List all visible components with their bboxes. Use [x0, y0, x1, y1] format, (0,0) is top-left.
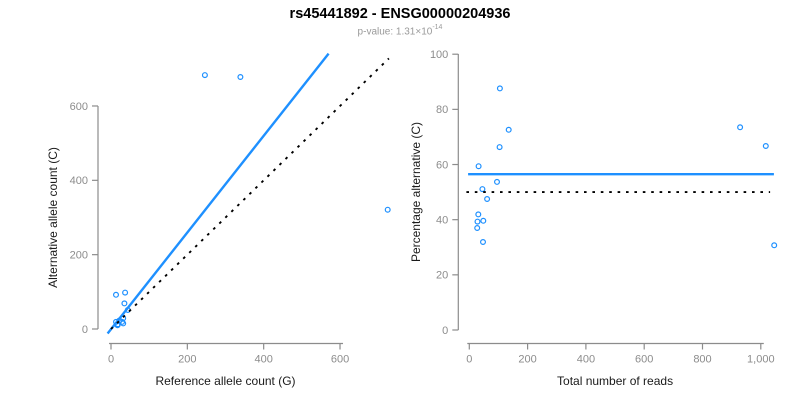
left-x-tick-label: 200: [178, 354, 196, 366]
left-y-tick-label: 0: [82, 324, 88, 336]
left-x-tick-label: 0: [108, 354, 114, 366]
right-data-point: [494, 178, 501, 185]
right-y-tick-label: 60: [436, 159, 448, 171]
right-y-tick-label: 80: [436, 104, 448, 116]
right-data-point: [480, 217, 487, 224]
left-plot: 0 200 400 600 0 200 400 600 Reference allele cou…: [46, 52, 391, 388]
pvalue-exponent: -14: [432, 24, 443, 31]
left-data-point: [237, 73, 244, 80]
right-x-tick-label: 600: [635, 354, 653, 366]
left-y-tick-label: 600: [70, 101, 88, 113]
right-x-tick-label: 200: [518, 354, 536, 366]
figure-subtitle: p-value: 1.31×10-14: [0, 24, 800, 38]
left-data-point: [121, 300, 128, 307]
regression-line: [106, 52, 330, 335]
right-x-axis-title: Total number of reads: [557, 374, 673, 388]
right-y-tick-label: 40: [436, 214, 448, 226]
right-data-point: [496, 144, 503, 151]
right-y-tick-label: 100: [430, 49, 448, 61]
right-data-point: [762, 143, 769, 150]
left-data-point: [201, 72, 208, 79]
right-data-point: [484, 196, 491, 203]
right-data-point: [737, 124, 744, 131]
right-x-tick-label: 1,000: [747, 354, 775, 366]
left-data-point: [120, 320, 127, 327]
right-data-point: [474, 218, 481, 225]
left-x-tick-label: 400: [255, 354, 273, 366]
right-data-point: [771, 242, 778, 249]
left-y-tick-label: 400: [70, 175, 88, 187]
identity-line: [110, 57, 390, 330]
right-x-tick-label: 400: [577, 354, 595, 366]
left-y-axis-title: Alternative allele count (C): [46, 147, 60, 288]
right-data-point: [475, 211, 482, 218]
right-x-tick-label: 800: [693, 354, 711, 366]
left-data-point: [112, 291, 119, 298]
right-data-point: [480, 239, 487, 246]
pvalue-text: p-value: 1.31×10: [357, 26, 433, 38]
right-data-point: [505, 126, 512, 133]
left-data-point: [384, 206, 391, 213]
right-y-tick-label: 20: [436, 270, 448, 282]
left-x-tick-label: 600: [331, 354, 349, 366]
left-data-point: [122, 289, 129, 296]
figure-title: rs45441892 - ENSG00000204936: [289, 6, 511, 22]
right-plot: 0 20 40 60 80 100 0 200 400 600 800 1,000 Total numb…: [409, 49, 778, 388]
left-y-tick-label: 200: [70, 249, 88, 261]
right-data-point: [475, 163, 482, 170]
right-data-point: [496, 85, 503, 92]
left-x-axis-title: Reference allele count (G): [155, 374, 295, 388]
right-y-tick-label: 0: [442, 325, 448, 337]
right-y-axis-title: Percentage alternative (C): [409, 122, 423, 262]
right-data-point: [479, 186, 486, 193]
right-data-point: [474, 225, 481, 232]
right-x-tick-label: 0: [466, 354, 472, 366]
